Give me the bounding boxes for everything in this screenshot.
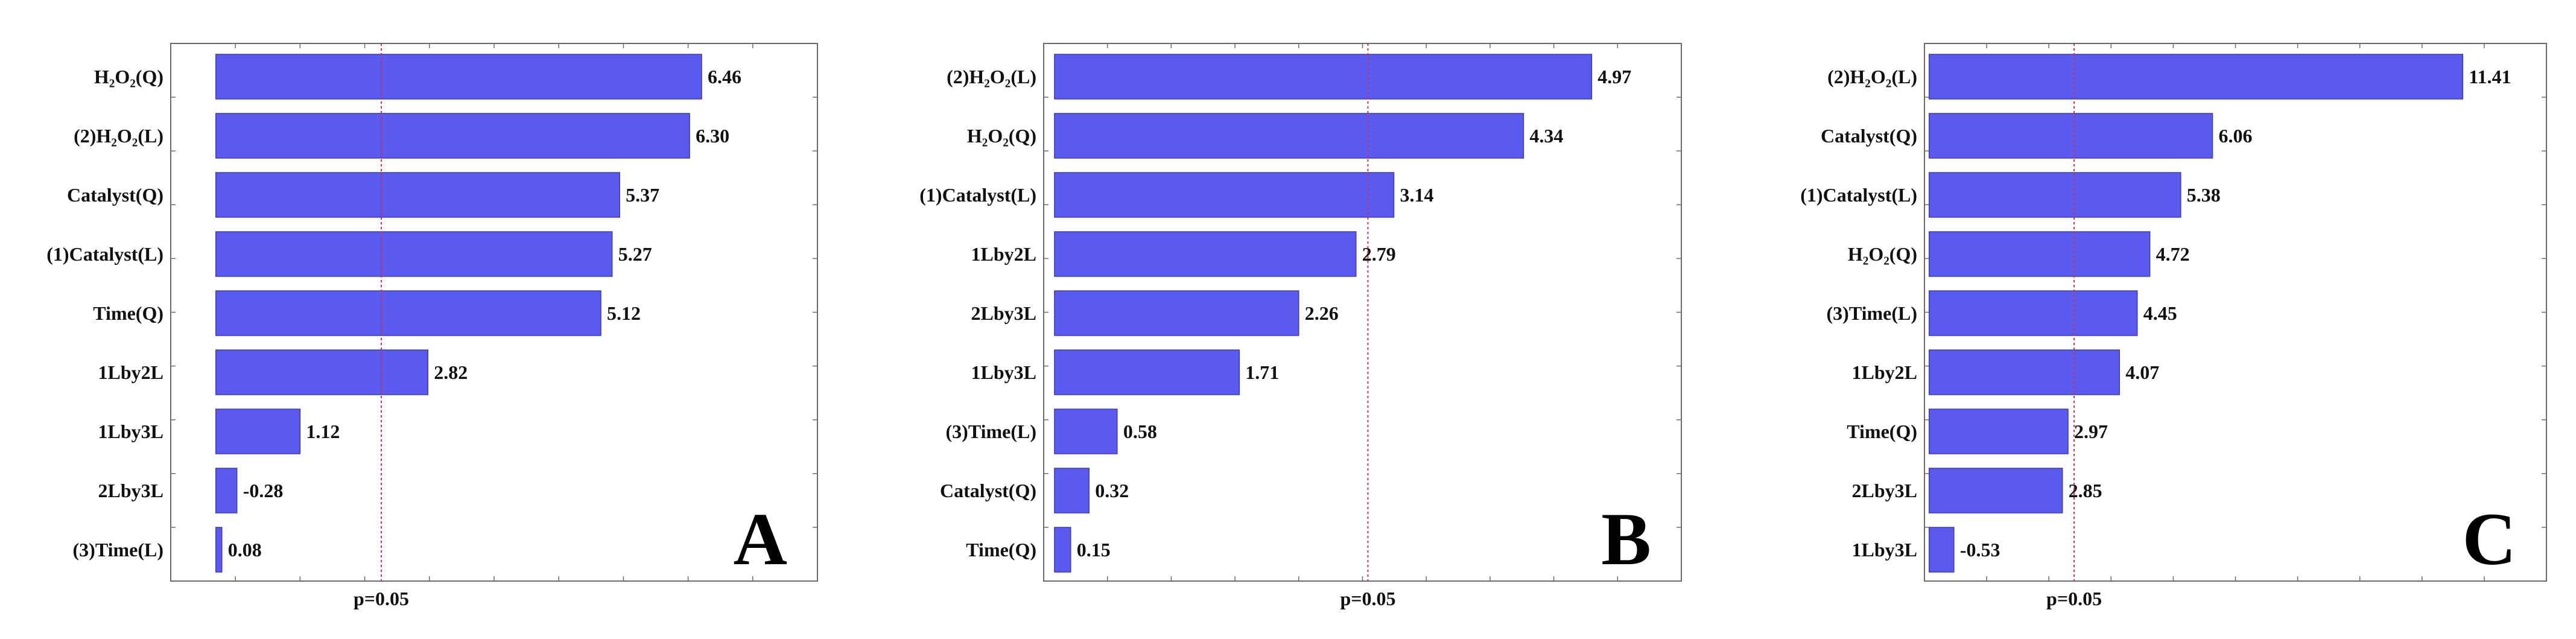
category-label: 1Lby2L bbox=[98, 361, 163, 383]
panel-letter: B bbox=[1601, 498, 1651, 580]
category-label: (2)H₂O₂(L) bbox=[1827, 66, 1917, 87]
value-label: 2.82 bbox=[434, 361, 468, 383]
category-label: (3)Time(L) bbox=[946, 421, 1036, 442]
category-label: (2)H₂O₂(L) bbox=[947, 66, 1036, 87]
category-label: (1)Catalyst(L) bbox=[1800, 184, 1917, 206]
value-label: 1.12 bbox=[306, 421, 340, 442]
bar bbox=[215, 527, 223, 573]
bar bbox=[1054, 231, 1357, 277]
value-label: 11.41 bbox=[2469, 66, 2511, 87]
value-label: 0.15 bbox=[1077, 539, 1111, 561]
panel-letter: A bbox=[733, 498, 787, 580]
value-label: 1.71 bbox=[1245, 361, 1279, 383]
bar bbox=[1054, 290, 1299, 336]
category-label: H₂O₂(Q) bbox=[967, 125, 1036, 147]
category-label: 2Lby3L bbox=[971, 302, 1036, 324]
value-label: 4.45 bbox=[2143, 302, 2177, 324]
bar bbox=[215, 54, 702, 100]
category-label: (3)Time(L) bbox=[1827, 302, 1917, 324]
value-label: 5.12 bbox=[607, 302, 641, 324]
significance-label: p=0.05 bbox=[354, 588, 409, 609]
panel-letter: C bbox=[2462, 498, 2516, 580]
bar bbox=[1929, 349, 2121, 395]
value-label: 5.27 bbox=[618, 243, 652, 265]
bar bbox=[215, 113, 690, 159]
category-label: (3)Time(L) bbox=[73, 539, 163, 561]
value-label: 3.14 bbox=[1400, 184, 1433, 206]
bar bbox=[1929, 409, 2069, 454]
value-label: 5.38 bbox=[2187, 184, 2221, 206]
bar bbox=[215, 290, 601, 336]
category-label: 2Lby3L bbox=[98, 480, 163, 501]
value-label: -0.28 bbox=[243, 480, 284, 501]
value-label: 5.37 bbox=[626, 184, 659, 206]
category-label: (1)Catalyst(L) bbox=[46, 243, 163, 265]
category-label: 1Lby2L bbox=[971, 243, 1036, 265]
bar bbox=[1929, 231, 2151, 277]
chart-panel-b: (2)H₂O₂(L) 4.97 H₂O₂(Q) 4.34 (1)Catalyst(L) 3… bbox=[919, 43, 1682, 609]
value-label: 0.58 bbox=[1123, 421, 1157, 442]
category-label: 1Lby2L bbox=[1852, 361, 1917, 383]
category-label: Time(Q) bbox=[966, 539, 1036, 561]
bar bbox=[1929, 54, 2463, 100]
significance-label: p=0.05 bbox=[1340, 588, 1395, 609]
category-label: Catalyst(Q) bbox=[67, 184, 163, 206]
chart-panel-c: (2)H₂O₂(L) 11.41 Catalyst(Q) 6.06 (1)Catalys… bbox=[1800, 43, 2547, 609]
category-label: 1Lby3L bbox=[971, 361, 1036, 383]
value-label: 2.97 bbox=[2074, 421, 2108, 442]
bar bbox=[1054, 468, 1090, 513]
category-label: 2Lby3L bbox=[1852, 480, 1917, 501]
bar bbox=[1929, 527, 1955, 573]
chart-panel-a: H₂O₂(Q) 6.46 (2)H₂O₂(L) 6.30 Catalyst(Q) 5.37… bbox=[46, 43, 818, 609]
value-label: -0.53 bbox=[1960, 539, 2000, 561]
bar bbox=[1054, 54, 1593, 100]
bar bbox=[215, 172, 620, 218]
value-label: 6.46 bbox=[708, 66, 741, 87]
bar bbox=[215, 349, 429, 395]
value-label: 6.30 bbox=[696, 125, 729, 147]
bar bbox=[1929, 113, 2213, 159]
bar bbox=[1054, 349, 1240, 395]
value-label: 0.08 bbox=[228, 539, 262, 561]
value-label: 4.07 bbox=[2125, 361, 2159, 383]
significance-label: p=0.05 bbox=[2046, 588, 2102, 609]
bar bbox=[1054, 409, 1118, 454]
bar bbox=[1929, 172, 2181, 218]
bar bbox=[1929, 468, 2063, 513]
category-label: Catalyst(Q) bbox=[940, 480, 1036, 501]
value-label: 6.06 bbox=[2219, 125, 2253, 147]
bar bbox=[1054, 113, 1524, 159]
value-label: 0.32 bbox=[1095, 480, 1129, 501]
category-label: H₂O₂(Q) bbox=[94, 66, 163, 87]
category-label: Catalyst(Q) bbox=[1821, 125, 1917, 147]
value-label: 2.26 bbox=[1305, 302, 1339, 324]
bar bbox=[1929, 290, 2138, 336]
category-label: (2)H₂O₂(L) bbox=[74, 125, 163, 147]
value-label: 2.79 bbox=[1362, 243, 1396, 265]
value-label: 4.72 bbox=[2156, 243, 2190, 265]
category-label: 1Lby3L bbox=[98, 421, 163, 442]
category-label: Time(Q) bbox=[1847, 421, 1917, 442]
bar bbox=[215, 231, 613, 277]
category-label: 1Lby3L bbox=[1852, 539, 1917, 561]
category-label: Time(Q) bbox=[93, 302, 163, 324]
bar bbox=[215, 409, 301, 454]
category-label: H₂O₂(Q) bbox=[1848, 243, 1917, 265]
bar bbox=[1054, 527, 1071, 573]
bar bbox=[215, 468, 238, 513]
value-label: 4.34 bbox=[1529, 125, 1563, 147]
bar bbox=[1054, 172, 1395, 218]
value-label: 4.97 bbox=[1597, 66, 1631, 87]
category-label: (1)Catalyst(L) bbox=[919, 184, 1036, 206]
